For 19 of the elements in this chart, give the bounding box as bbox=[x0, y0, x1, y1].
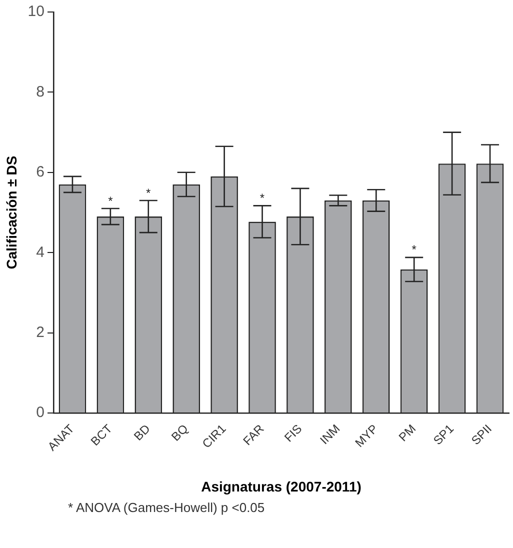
x-tick-label: PM bbox=[396, 422, 419, 444]
y-tick-label: 0 bbox=[36, 404, 44, 422]
y-tick-label: 8 bbox=[36, 83, 44, 100]
x-axis-title: Asignaturas (2007-2011) bbox=[201, 478, 362, 494]
annotation: * bbox=[260, 191, 265, 206]
x-tick-label: SPII bbox=[468, 422, 494, 448]
x-tick-label: FIS bbox=[282, 422, 305, 445]
y-tick-label: 2 bbox=[36, 324, 44, 341]
x-tick-label: BD bbox=[131, 421, 154, 444]
annotation: * bbox=[412, 242, 417, 257]
annotation: * bbox=[108, 194, 114, 208]
y-axis-title: Calificación ± DS bbox=[3, 156, 20, 270]
text: * ANOVA (Games-Howell) p <0.05 bbox=[67, 500, 266, 515]
y-tick-label: 6 bbox=[36, 164, 44, 181]
y-tick-label: 4 bbox=[36, 244, 44, 261]
y-tick-label: 10 bbox=[28, 3, 44, 20]
x-tick-label: SP1 bbox=[430, 421, 457, 448]
annotation: * bbox=[146, 186, 152, 200]
x-tick-label: BQ bbox=[168, 422, 191, 444]
